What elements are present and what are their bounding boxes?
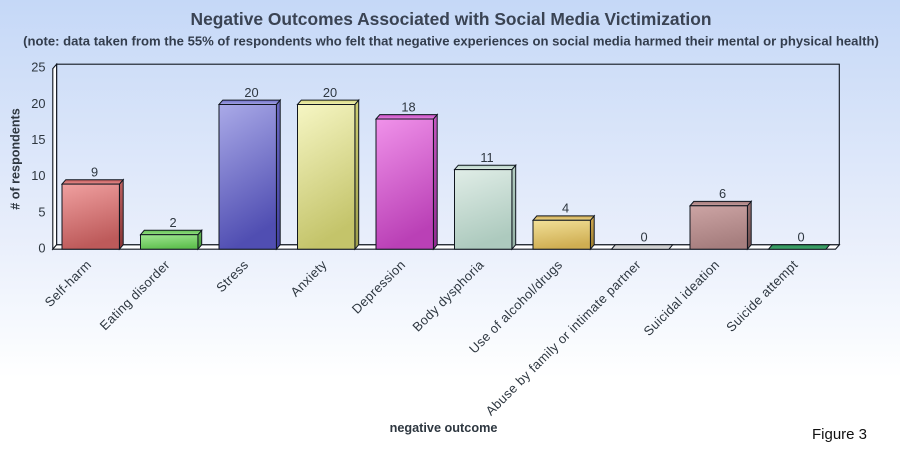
svg-text:5: 5 [38, 204, 45, 219]
svg-text:10: 10 [31, 168, 45, 183]
svg-text:25: 25 [31, 60, 45, 75]
svg-text:11: 11 [480, 150, 493, 165]
svg-text:20: 20 [323, 85, 337, 100]
svg-text:15: 15 [31, 132, 45, 147]
svg-text:20: 20 [244, 85, 258, 100]
svg-text:Figure 3: Figure 3 [812, 426, 867, 443]
svg-text:negative outcome: negative outcome [390, 421, 498, 435]
svg-text:2: 2 [169, 215, 176, 230]
svg-text:# of respondents: # of respondents [9, 108, 23, 209]
svg-text:4: 4 [562, 201, 569, 216]
svg-text:0: 0 [640, 230, 647, 245]
svg-text:Negative Outcomes Associated w: Negative Outcomes Associated with Social… [191, 9, 712, 29]
svg-text:0: 0 [38, 241, 45, 256]
svg-text:18: 18 [401, 99, 415, 114]
svg-text:(note: data taken from the 55%: (note: data taken from the 55% of respon… [23, 34, 879, 49]
svg-text:0: 0 [797, 230, 804, 245]
svg-text:20: 20 [31, 96, 45, 111]
svg-text:9: 9 [91, 164, 98, 179]
svg-text:6: 6 [719, 186, 726, 201]
